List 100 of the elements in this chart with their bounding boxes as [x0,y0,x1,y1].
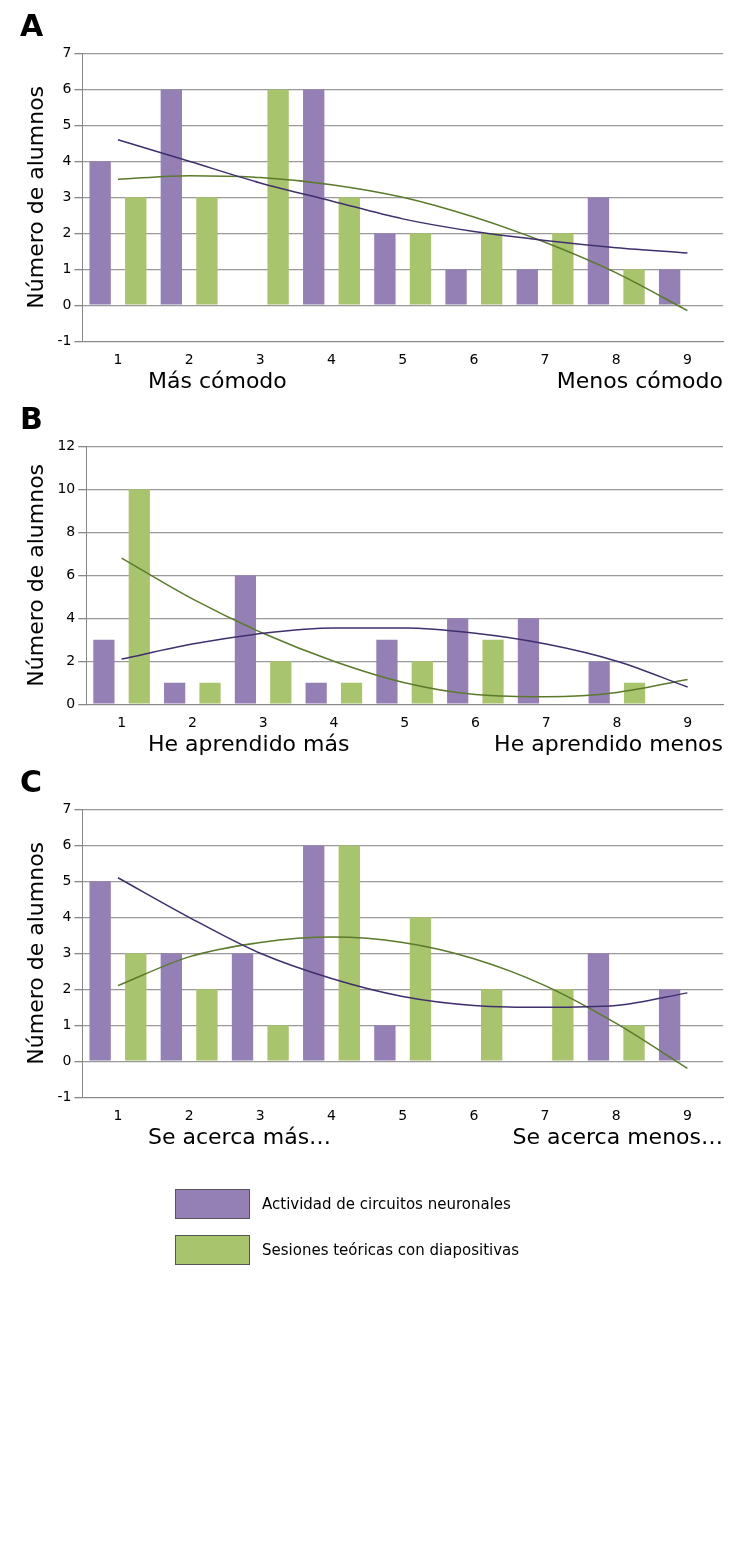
x-tick-label: 5 [398,351,408,368]
x-tick-label: 4 [329,714,339,731]
bar [125,953,147,1061]
bar [623,1025,645,1061]
x-tick-label: 5 [400,714,410,731]
x-tick-label: 1 [117,714,127,731]
y-axis-title: Número de alumnos [22,841,48,1065]
y-tick-label: 4 [62,907,72,924]
x-tick-label: 7 [540,1107,550,1124]
line-series [117,174,689,312]
bar [338,845,360,1061]
line-series [117,138,689,254]
line-series [120,557,689,698]
y-tick-label: 8 [66,522,76,539]
x-tick-label: 4 [327,1107,337,1124]
x-tick-label: 2 [184,1107,194,1124]
y-tick-label: 7 [62,800,72,817]
bar [374,233,396,305]
y-tick-label: 0 [62,295,72,312]
x-tick-label: 7 [541,714,551,731]
x-tick-label: 9 [683,714,693,731]
y-tick-label: -1 [57,1087,72,1104]
y-tick-label: -1 [57,331,72,348]
x-tick-label: 2 [187,714,197,731]
text: Más cómodo [148,368,287,393]
line-series [117,936,689,1070]
bar [587,197,610,305]
x-tick-label: 8 [611,1107,621,1124]
bar [270,661,292,704]
chart-title: C [19,763,44,799]
bar [411,661,433,704]
y-tick-label: 4 [66,608,76,625]
y-tick-label: 12 [57,437,76,454]
bar [482,639,504,704]
x-tick-label: 3 [258,714,268,731]
bar [89,161,111,305]
x-tick-label: 1 [113,351,123,368]
bar [303,845,325,1061]
y-tick-label: 6 [66,565,76,582]
bar [267,1025,289,1061]
bar [658,989,681,1061]
bar [516,269,538,305]
y-tick-label: 2 [62,223,72,240]
legend-label: Actividad de circuitos neuronales [262,1195,511,1213]
bar [447,618,469,704]
bar [305,682,327,704]
chart-title: B [19,400,44,436]
x-tick-label: 2 [184,351,194,368]
x-tick-label: 8 [611,351,621,368]
x-tick-label: 6 [470,714,480,731]
x-tick-label: 3 [255,351,265,368]
y-tick-label: 6 [62,80,72,97]
y-axis-title: Número de alumnos [22,85,48,309]
y-tick-label: 2 [66,651,76,668]
text: He aprendido más [148,731,350,756]
bar [231,953,254,1061]
x-tick-label: 3 [255,1107,265,1124]
x-tick-label: 8 [612,714,622,731]
line-series [120,627,689,688]
bar [587,953,610,1061]
bar [93,639,115,704]
bar [552,233,574,305]
y-tick-label: 6 [62,836,72,853]
bar [338,197,360,305]
x-tick-label: 6 [469,1107,479,1124]
legend-label: Sesiones teóricas con diapositivas [262,1241,520,1259]
bar [409,233,432,305]
bar [409,917,432,1061]
x-tick-label: 7 [540,351,550,368]
bar [267,89,289,305]
y-tick-label: 2 [62,979,72,996]
bar [588,661,610,704]
y-tick-label: 5 [62,871,72,888]
text: Menos cómodo [556,368,723,393]
bar [480,233,503,305]
bar [89,881,111,1061]
bar [374,1025,396,1061]
y-tick-label: 5 [62,115,72,132]
bar [445,269,467,305]
y-tick-label: 0 [62,1051,72,1068]
y-tick-label: 7 [62,44,72,61]
line-series [117,877,689,1009]
text: Se acerca más… [148,1124,332,1149]
bar [303,89,325,305]
chart-title: A [19,7,45,43]
bar [623,682,646,704]
y-tick-label: 10 [57,480,76,497]
y-tick-label: 3 [62,187,72,204]
y-tick-label: 4 [62,151,72,168]
x-tick-label: 4 [327,351,337,368]
bar [164,682,186,704]
bar [196,197,218,305]
bar [160,89,183,305]
bar [160,953,183,1061]
bar [199,682,221,704]
text: He aprendido menos [494,731,723,756]
bar [340,682,363,704]
x-tick-label: 1 [113,1107,123,1124]
x-tick-label: 9 [682,351,692,368]
text: Se acerca menos… [512,1124,723,1149]
